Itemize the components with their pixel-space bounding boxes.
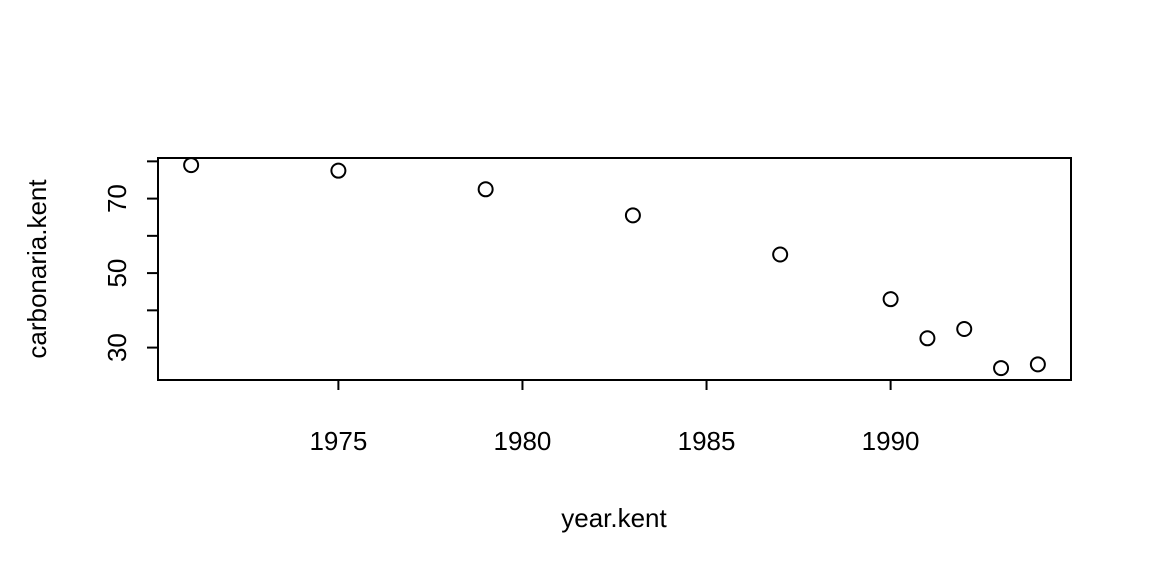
x-tick-label: 1975 <box>309 426 367 456</box>
x-axis-label: year.kent <box>561 503 667 533</box>
data-point <box>772 246 789 263</box>
data-point <box>477 181 494 198</box>
data-point <box>624 207 641 224</box>
plot-area: 1975 1980 1985 1990 30 50 70 <box>102 157 1072 456</box>
data-point <box>1029 356 1046 373</box>
x-tick-label: 1985 <box>678 426 736 456</box>
data-point <box>183 157 200 174</box>
y-tick-label: 50 <box>102 259 132 288</box>
data-point <box>993 360 1010 377</box>
y-axis-label: carbonaria.kent <box>22 179 52 359</box>
y-tick-label: 70 <box>102 184 132 213</box>
data-point <box>956 320 973 337</box>
x-tick-label: 1980 <box>494 426 552 456</box>
data-point <box>330 162 347 179</box>
data-point <box>882 291 899 308</box>
data-point <box>919 330 936 347</box>
plot-frame <box>157 157 1072 381</box>
y-tick-label: 30 <box>102 333 132 362</box>
x-tick-label: 1990 <box>862 426 920 456</box>
